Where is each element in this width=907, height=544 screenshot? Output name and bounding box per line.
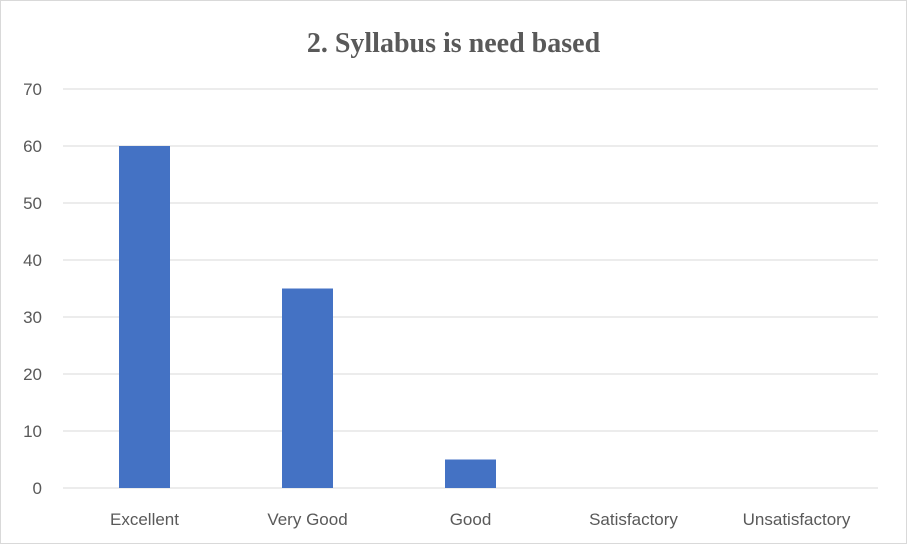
bar [282, 288, 333, 488]
y-tick-label: 30 [23, 308, 42, 327]
x-tick-label: Unsatisfactory [743, 510, 851, 529]
y-tick-label: 50 [23, 194, 42, 213]
y-tick-label: 60 [23, 137, 42, 156]
bar [119, 146, 170, 488]
x-tick-label: Satisfactory [589, 510, 678, 529]
y-tick-label: 0 [33, 479, 42, 498]
y-tick-label: 70 [23, 80, 42, 99]
y-tick-label: 10 [23, 422, 42, 441]
x-axis-ticks: Excellent Very Good Good Satisfactory Unsati… [110, 510, 851, 529]
bars [119, 146, 496, 488]
y-tick-label: 40 [23, 251, 42, 270]
y-axis-ticks: 0 10 20 30 40 50 60 70 [23, 80, 42, 498]
gridlines [63, 88, 878, 489]
x-tick-label: Very Good [267, 510, 347, 529]
y-tick-label: 20 [23, 365, 42, 384]
x-tick-label: Excellent [110, 510, 179, 529]
x-tick-label: Good [450, 510, 492, 529]
chart-title: 2. Syllabus is need based [306, 28, 601, 59]
bar [445, 459, 496, 488]
